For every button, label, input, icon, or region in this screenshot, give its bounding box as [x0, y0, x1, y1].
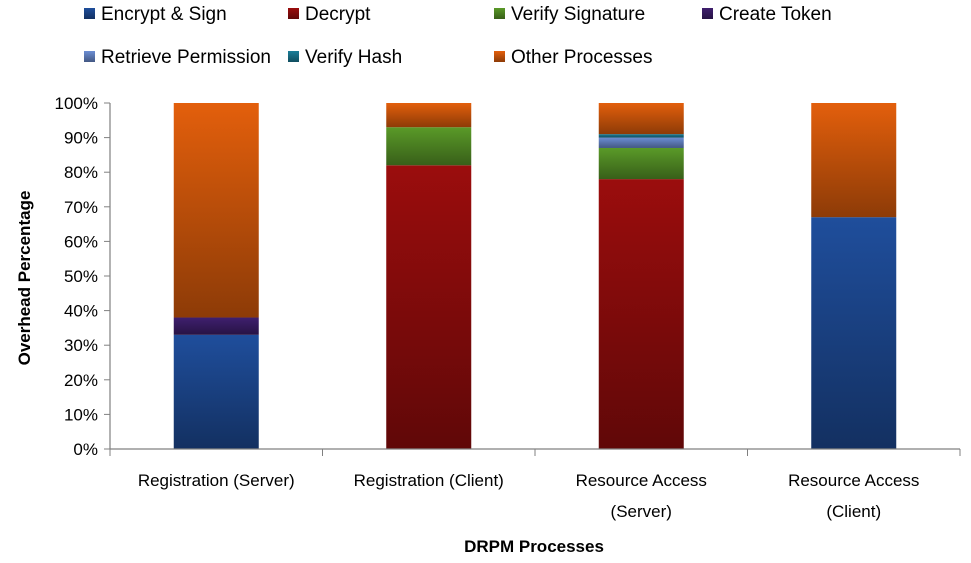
x-category-label: Registration (Client) — [354, 471, 504, 490]
bar-segment — [598, 179, 684, 449]
bar-segment — [811, 103, 897, 218]
plot-bars — [173, 103, 897, 449]
legend-item: Other Processes — [494, 47, 653, 68]
y-tick-label: 90% — [64, 129, 98, 148]
axes: 0% 10% 20% 30% 40% 50% 60% 70% 80% 90% 100% Registr… — [55, 94, 961, 521]
bar-segment — [386, 127, 472, 166]
legend-label: Encrypt & Sign — [101, 4, 227, 25]
y-tick-label: 60% — [64, 232, 98, 251]
bar-segment — [386, 165, 472, 449]
y-tick-label: 40% — [64, 302, 98, 321]
y-tick-label: 30% — [64, 336, 98, 355]
legend-label: Other Processes — [511, 47, 653, 68]
bar-segment — [598, 147, 684, 180]
legend-item: Verify Signature — [494, 4, 645, 25]
x-category-label: (Server) — [611, 502, 672, 521]
y-tick-label: 100% — [55, 94, 98, 113]
x-category-label: Resource Access — [576, 471, 707, 490]
legend-label: Decrypt — [305, 4, 371, 25]
x-category-label: (Client) — [826, 502, 881, 521]
bar-segment — [173, 317, 259, 335]
bar-segment — [811, 217, 897, 449]
y-tick-label: 50% — [64, 267, 98, 286]
bar-segment — [386, 103, 472, 128]
y-tick-label: 10% — [64, 405, 98, 424]
legend-item: Create Token — [702, 4, 832, 25]
legend-label: Verify Hash — [305, 47, 402, 68]
y-axis-title: Overhead Percentage — [15, 191, 34, 366]
legend-label: Retrieve Permission — [101, 47, 271, 68]
bar-segment — [598, 137, 684, 148]
legend-swatch — [84, 51, 95, 62]
legend-swatch — [494, 51, 505, 62]
legend-swatch — [288, 8, 299, 19]
y-tick-label: 80% — [64, 163, 98, 182]
legend-swatch — [702, 8, 713, 19]
y-tick-label: 70% — [64, 198, 98, 217]
x-category-label: Resource Access — [788, 471, 919, 490]
bar-segment — [173, 103, 259, 318]
legend-item: Encrypt & Sign — [84, 4, 227, 25]
y-tick-label: 20% — [64, 371, 98, 390]
legend-item: Decrypt — [288, 4, 371, 25]
y-tick-label: 0% — [73, 440, 98, 459]
bar-segment — [598, 134, 684, 138]
x-axis-title: DRPM Processes — [464, 537, 604, 556]
legend: Encrypt & Sign Decrypt Verify Signature Cre… — [84, 4, 832, 68]
legend-item: Retrieve Permission — [84, 47, 271, 68]
bar-segment — [173, 334, 259, 449]
legend-swatch — [494, 8, 505, 19]
x-category-label: Registration (Server) — [138, 471, 295, 490]
bar-segment — [598, 103, 684, 135]
legend-label: Create Token — [719, 4, 832, 25]
legend-swatch — [288, 51, 299, 62]
legend-swatch — [84, 8, 95, 19]
legend-item: Verify Hash — [288, 47, 402, 68]
legend-label: Verify Signature — [511, 4, 645, 25]
